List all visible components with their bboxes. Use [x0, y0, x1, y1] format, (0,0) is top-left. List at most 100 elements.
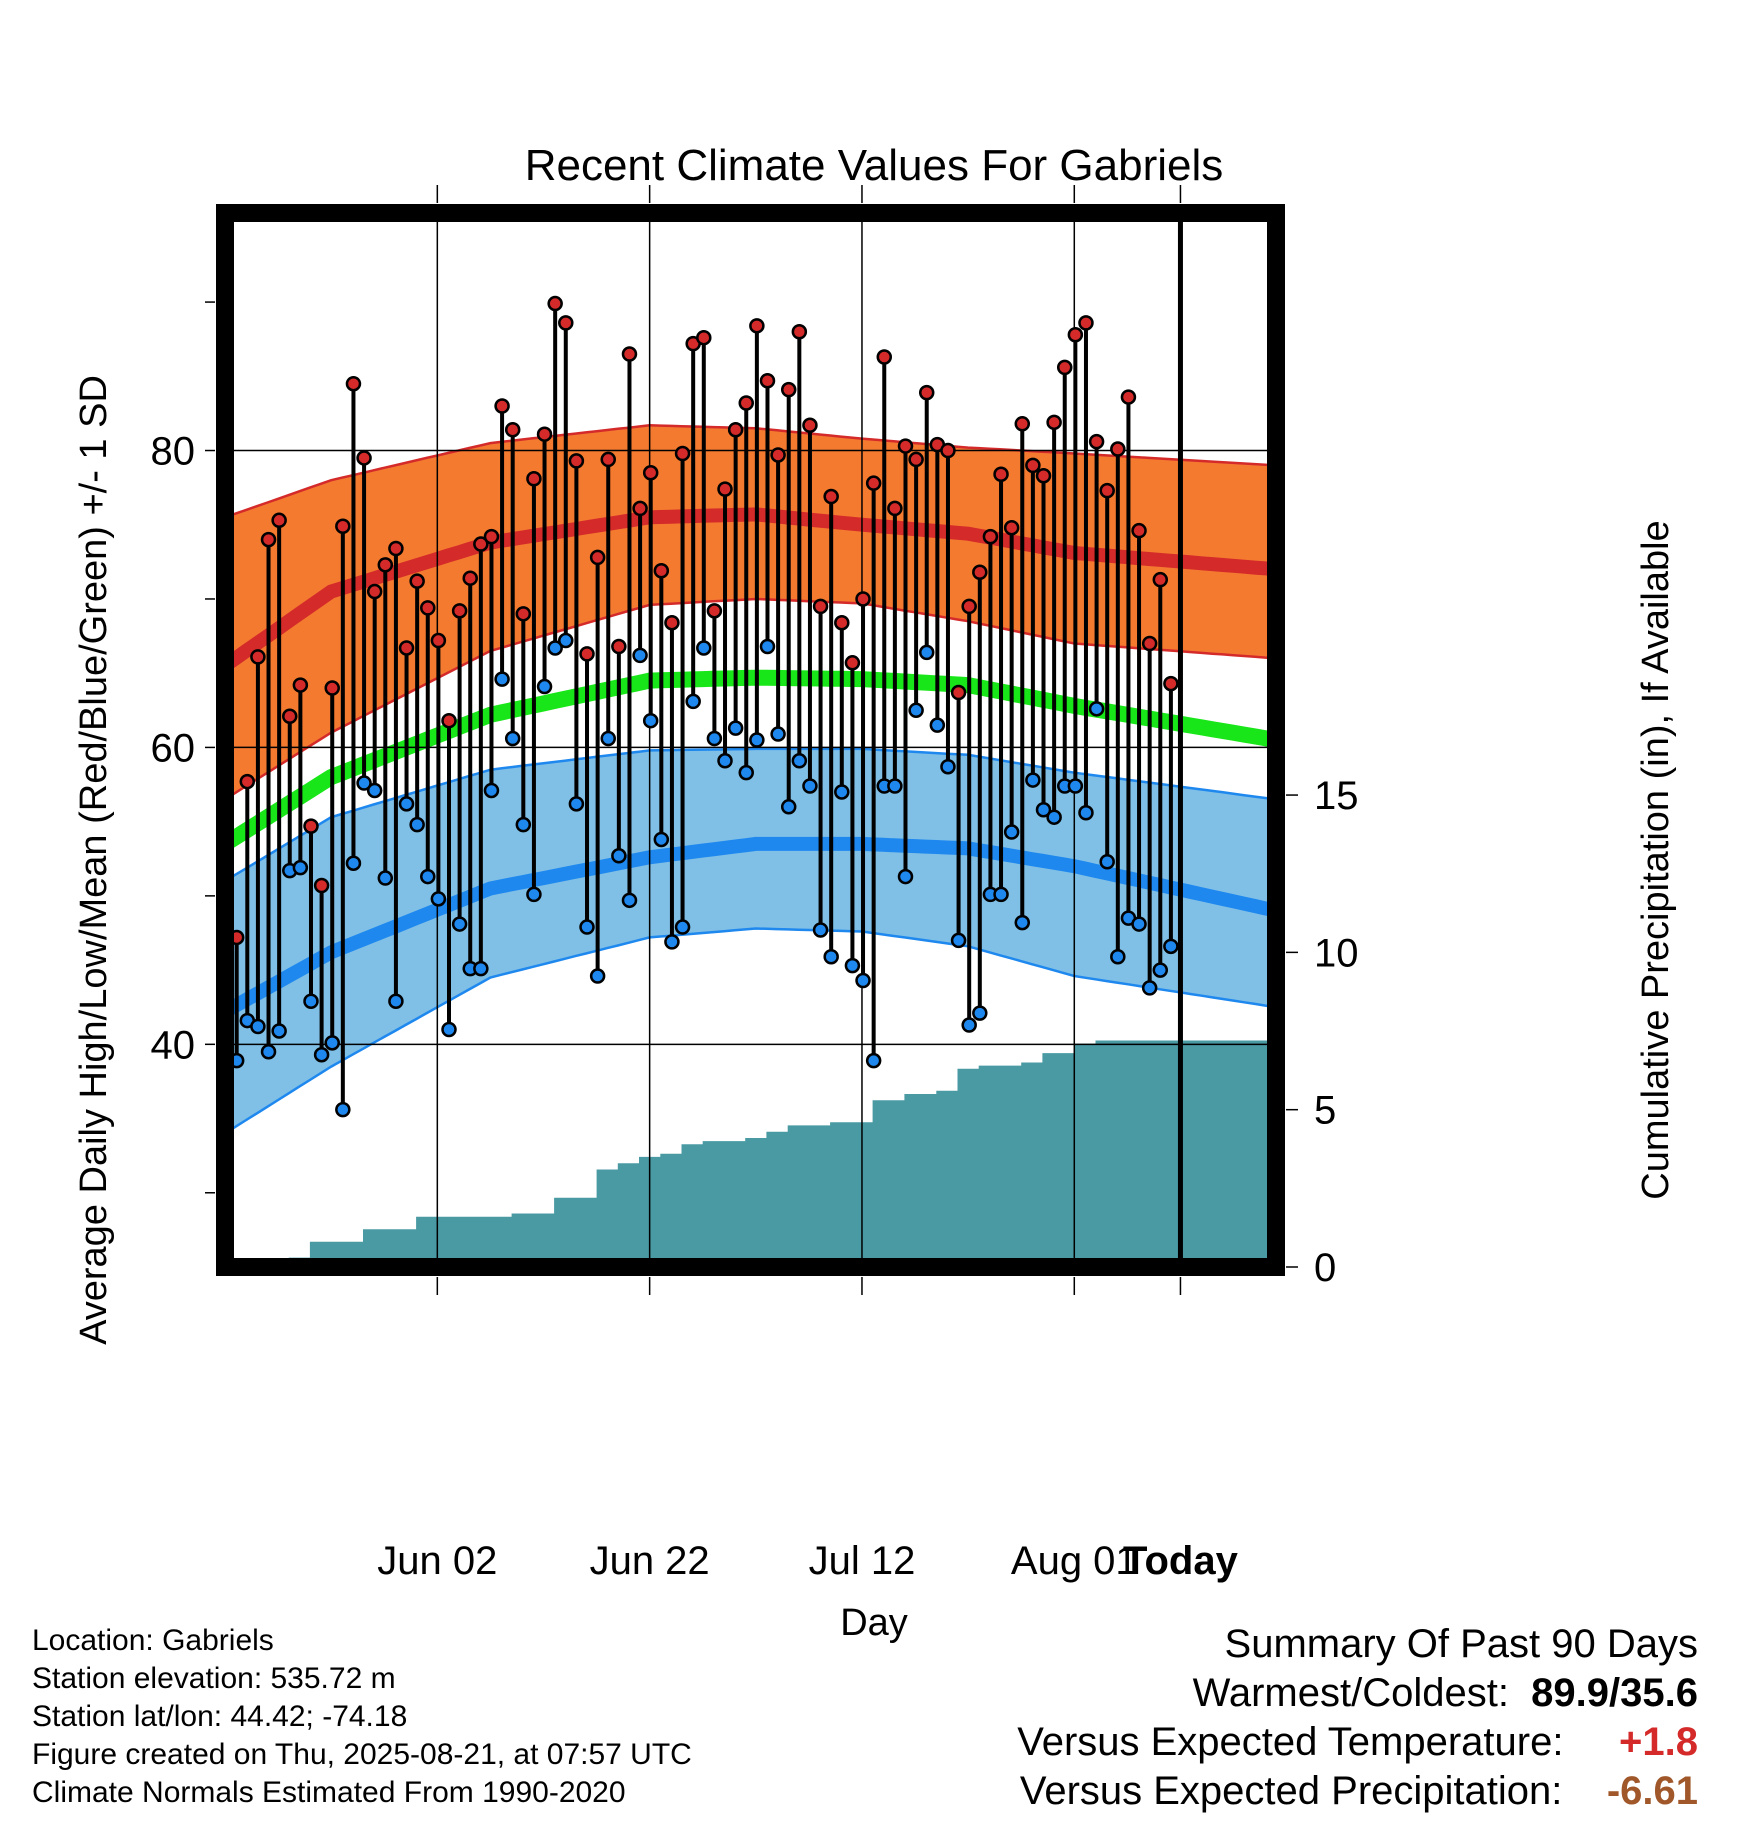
- daily-high-point: [982, 528, 999, 545]
- daily-high-point: [536, 426, 553, 442]
- daily-low-point: [727, 720, 744, 736]
- daily-low-point: [515, 816, 532, 833]
- daily-high-point: [749, 318, 765, 334]
- daily-high-point: [802, 417, 818, 434]
- daily-high-point: [409, 573, 425, 589]
- daily-high-point: [292, 677, 309, 693]
- daily-low-point: [547, 640, 563, 656]
- daily-high-point: [727, 421, 744, 438]
- daily-low-point: [834, 784, 850, 800]
- daily-high-point: [335, 518, 351, 534]
- x-tick-label: Today: [1123, 1539, 1239, 1583]
- plot-area: 90 Days: [225, 213, 1276, 1267]
- daily-high-point: [876, 349, 893, 365]
- daily-high-point: [1141, 635, 1158, 652]
- x-tick-label: Jun 02: [377, 1539, 497, 1583]
- daily-low-point: [865, 1052, 882, 1069]
- x-tick-label: Jun 22: [590, 1539, 710, 1583]
- daily-high-point: [1025, 457, 1041, 474]
- daily-low-point: [1025, 772, 1041, 788]
- daily-low-point: [589, 968, 606, 984]
- daily-high-point: [664, 614, 680, 631]
- daily-low-point: [568, 796, 585, 812]
- daily-high-point: [1110, 441, 1126, 457]
- daily-low-point: [388, 993, 404, 1010]
- daily-high-point: [993, 466, 1009, 483]
- daily-high-point: [420, 600, 436, 616]
- daily-low-point: [1099, 853, 1115, 870]
- daily-high-point: [1046, 414, 1062, 431]
- x-tick-label: Aug 01: [1011, 1539, 1138, 1583]
- daily-low-point: [441, 1021, 457, 1038]
- daily-high-point: [1120, 389, 1137, 405]
- daily-low-point: [536, 678, 553, 695]
- daily-low-point: [961, 1017, 977, 1033]
- y-right-tick-label: 15: [1314, 774, 1359, 818]
- daily-low-point: [451, 916, 468, 932]
- daily-low-point: [1003, 824, 1020, 840]
- daily-low-point: [844, 957, 861, 974]
- daily-high-point: [696, 329, 712, 346]
- temp-label: Versus Expected Temperature:: [1017, 1720, 1564, 1764]
- daily-high-point: [356, 450, 372, 466]
- daily-high-point: [451, 603, 468, 619]
- daily-high-point: [780, 381, 797, 398]
- daily-high-point: [1088, 433, 1105, 450]
- x-axis-label: Day: [840, 1602, 908, 1644]
- y-axis-label-right: Cumulative Precipitation (in), If Availa…: [1635, 520, 1677, 1199]
- temp-value: +1.8: [1619, 1720, 1698, 1764]
- daily-low-point: [887, 778, 903, 794]
- daily-high-point: [706, 603, 723, 619]
- daily-high-point: [250, 649, 266, 665]
- daily-high-point: [950, 684, 967, 701]
- daily-high-point: [515, 606, 532, 622]
- summary-panel: Summary Of Past 90 Days Warmest/Coldest:…: [1017, 1620, 1698, 1816]
- daily-low-point: [430, 891, 447, 907]
- normal-low-line: [225, 836, 1276, 1018]
- daily-high-point: [1056, 359, 1073, 376]
- daily-high-point: [388, 540, 404, 557]
- daily-low-point: [260, 1043, 277, 1060]
- daily-low-point: [908, 702, 924, 719]
- daily-high-point: [377, 557, 394, 573]
- daily-low-point: [483, 782, 500, 799]
- daily-high-point: [366, 583, 383, 600]
- daily-high-point: [430, 632, 447, 649]
- daily-high-point: [324, 680, 340, 696]
- daily-high-point: [674, 445, 691, 462]
- daily-low-point: [802, 778, 818, 794]
- daily-high-point: [1014, 416, 1031, 432]
- daily-low-point: [494, 671, 510, 687]
- y-right-tick-label: 5: [1314, 1089, 1336, 1133]
- normal-high-line: [225, 507, 1276, 672]
- daily-high-point: [887, 500, 903, 517]
- daily-low-point: [366, 782, 383, 799]
- daily-low-point: [823, 948, 839, 965]
- daily-low-point: [696, 640, 712, 656]
- daily-low-point: [717, 753, 733, 769]
- daily-high-point: [738, 395, 755, 411]
- y-right-tick-label: 10: [1314, 931, 1359, 975]
- daily-high-point: [504, 421, 521, 438]
- daily-low-point: [356, 775, 372, 791]
- daily-high-point: [568, 453, 585, 469]
- daily-high-point: [759, 372, 776, 389]
- daily-low-point: [504, 730, 521, 747]
- daily-high-point: [961, 598, 977, 615]
- daily-low-point: [621, 892, 638, 909]
- created-text: Figure created on Thu, 2025-08-21, at 07…: [32, 1738, 692, 1771]
- daily-low-point: [526, 886, 542, 903]
- daily-low-point: [950, 932, 967, 949]
- daily-low-point: [1014, 914, 1031, 931]
- daily-high-point: [239, 773, 256, 790]
- daily-low-point: [558, 632, 574, 649]
- daily-high-point: [791, 324, 808, 340]
- daily-low-point: [674, 919, 691, 935]
- daily-low-point: [1163, 938, 1179, 955]
- daily-low-point: [749, 732, 765, 748]
- daily-high-point: [483, 528, 500, 545]
- daily-high-point: [770, 447, 786, 463]
- daily-low-point: [1067, 778, 1084, 794]
- daily-high-point: [1131, 522, 1147, 539]
- elevation-text: Station elevation: 535.72 m: [32, 1662, 396, 1695]
